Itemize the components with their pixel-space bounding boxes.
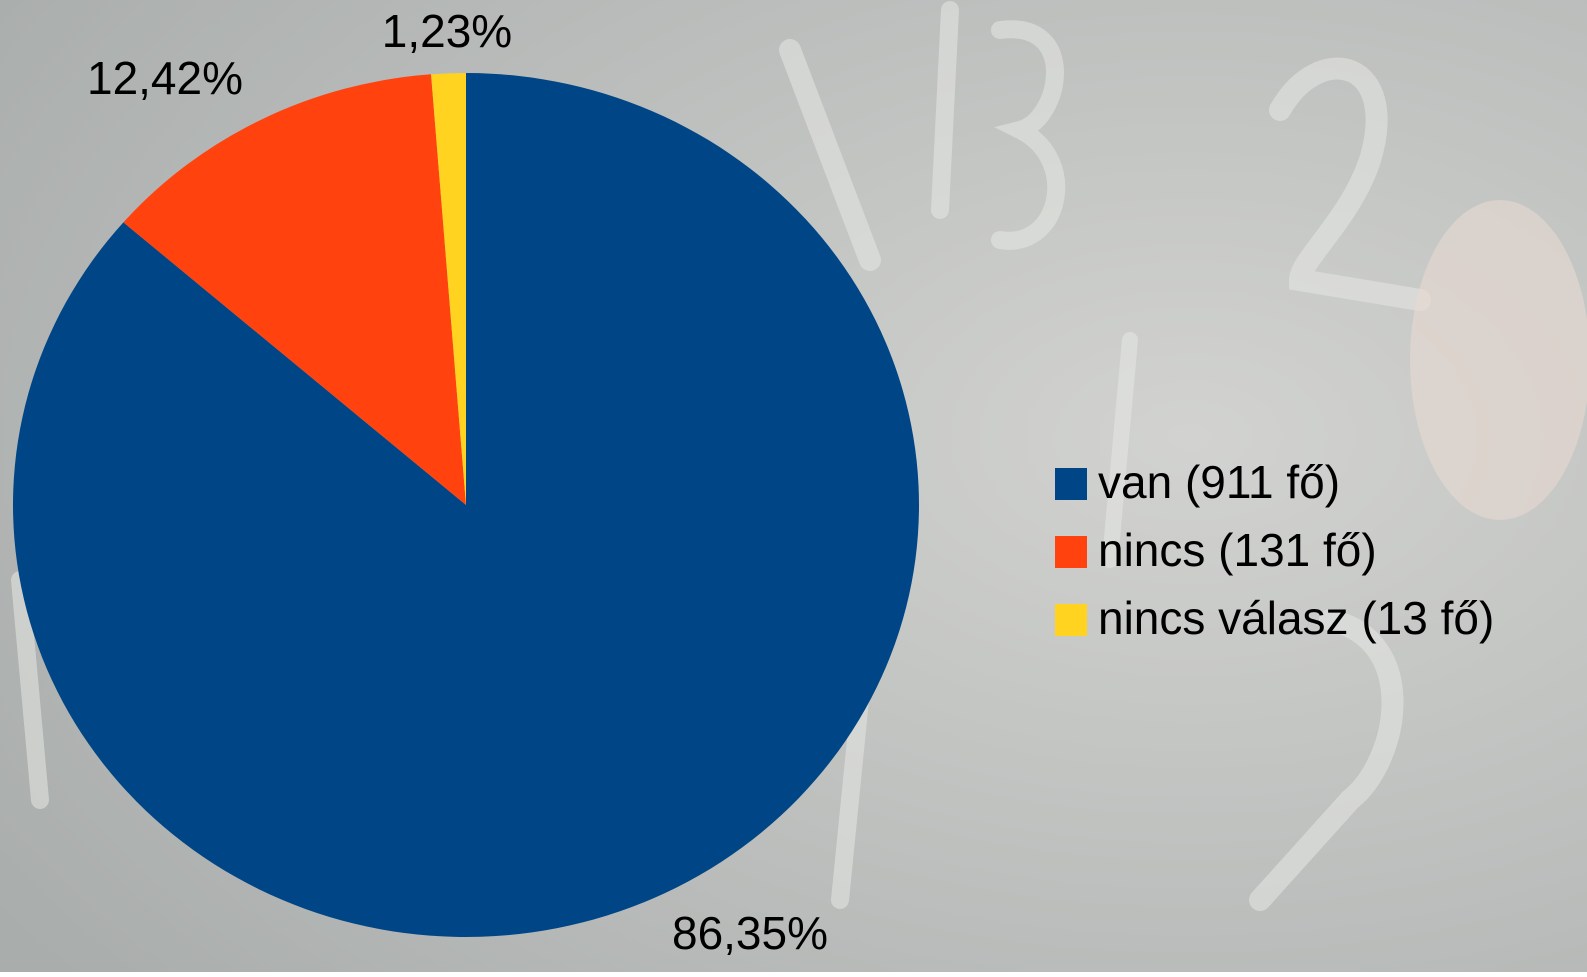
chart: 86,35% van (911 fő) 12,42% nincs (131 fő) 1,… xyxy=(0,0,1587,972)
legend-swatch xyxy=(1055,468,1087,500)
data-label: 86,35% xyxy=(672,907,828,959)
legend-swatch xyxy=(1055,536,1087,568)
legend-label: nincs válasz (13 fő) xyxy=(1098,592,1494,644)
data-label: 12,42% xyxy=(87,52,243,104)
legend-label: nincs (131 fő) xyxy=(1098,524,1377,576)
data-label: 1,23% xyxy=(382,5,512,57)
legend-swatch xyxy=(1055,604,1087,636)
legend-label: van (911 fő) xyxy=(1098,456,1340,508)
